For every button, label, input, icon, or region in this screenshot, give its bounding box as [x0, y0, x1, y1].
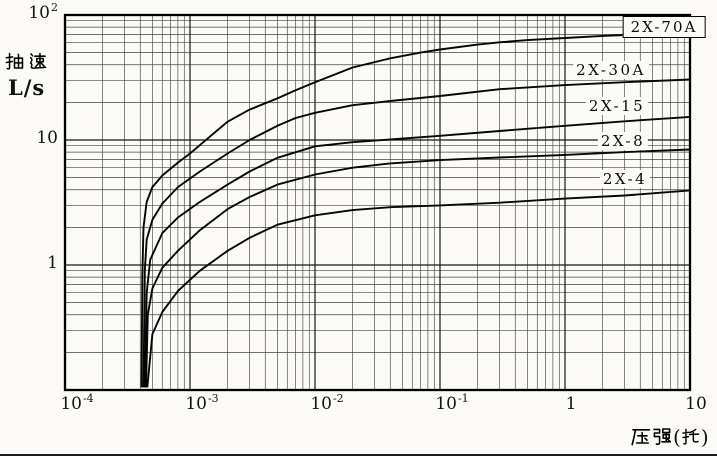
curve-label-2x-70a: 2X-70A	[622, 16, 706, 38]
x-tick-label: 1	[565, 394, 577, 414]
x-tick-label: 10-3	[185, 392, 219, 414]
char-tuo-icon	[681, 428, 700, 445]
curve-2x-8	[145, 148, 691, 388]
x-tick-label: 10	[685, 394, 707, 414]
x-tick-label: 10-2	[310, 392, 344, 414]
paren-open: (	[673, 424, 681, 449]
y-tick-label: 1	[47, 253, 58, 273]
char-ya-icon	[631, 429, 651, 446]
paren-close: )	[700, 424, 709, 449]
curve-label-2x-15: 2X-15	[585, 97, 649, 115]
curve-2x-15	[143, 115, 691, 388]
x-axis-title: ( )	[631, 427, 709, 447]
y-tick-label: 102	[28, 1, 58, 23]
y-axis-unit: L/s	[8, 75, 46, 100]
x-tick-label: 10-1	[435, 392, 469, 414]
plot-frame	[63, 13, 692, 392]
char-su-icon	[29, 52, 47, 69]
y-tick-label: 10	[36, 128, 58, 148]
char-chou-icon	[5, 52, 24, 70]
char-qiang-icon	[653, 428, 672, 446]
y-axis-title: L/s	[5, 52, 47, 100]
curve-2x-70a	[140, 31, 691, 388]
curve-label-2x-4: 2X-4	[599, 170, 651, 188]
x-tick-label: 10-4	[60, 392, 94, 414]
curve-label-2x-30a: 2X-30A	[573, 61, 649, 79]
scan-edge-line	[0, 454, 717, 456]
curve-2x-4	[146, 189, 691, 388]
curve-2x-30a	[142, 78, 691, 388]
y-axis-title-cjk	[5, 52, 47, 71]
curve-label-2x-8: 2X-8	[597, 132, 649, 150]
